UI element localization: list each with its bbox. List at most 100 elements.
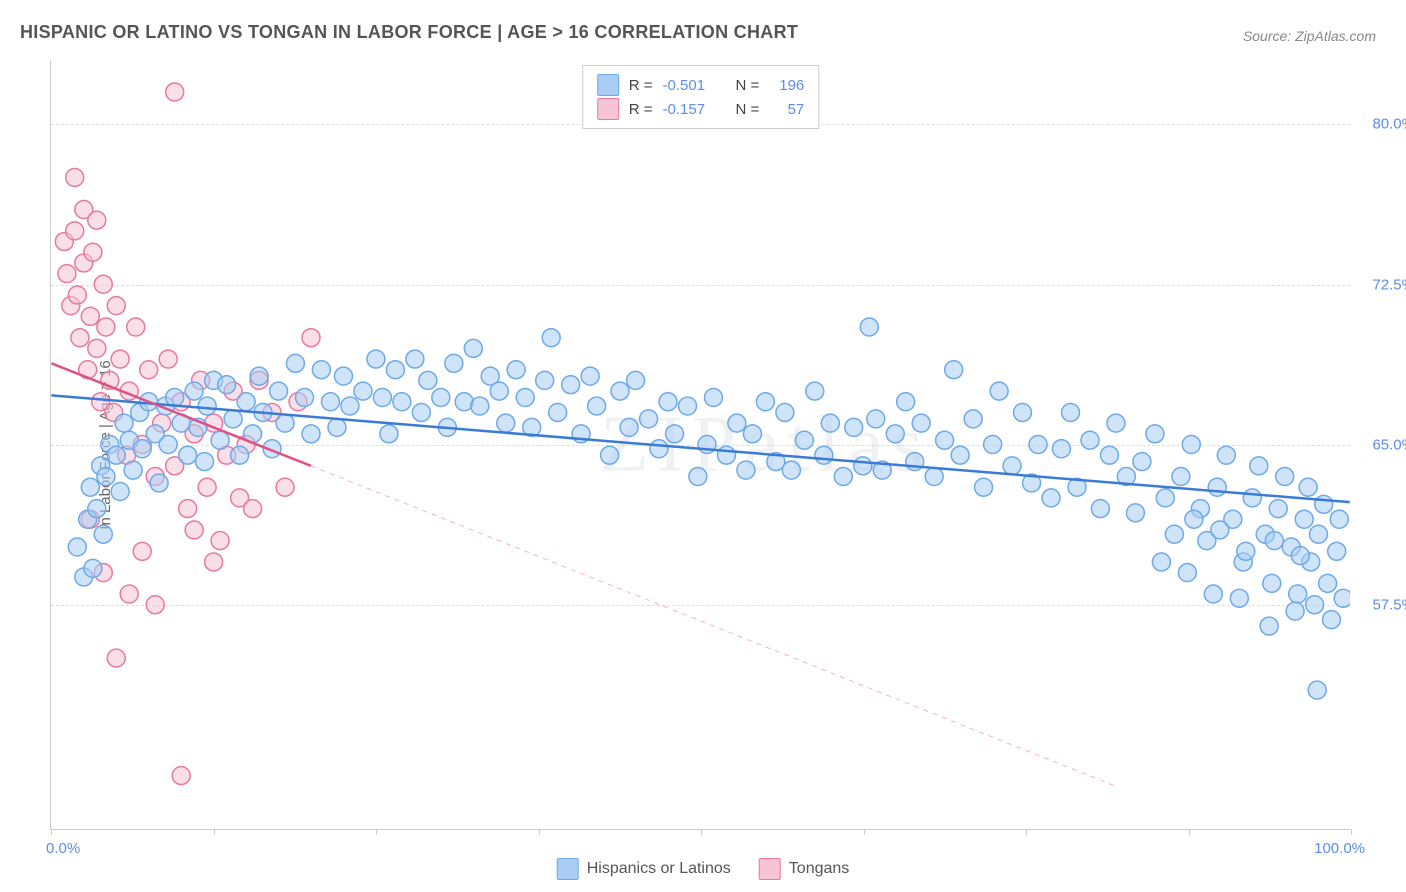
r-label: R = [629, 101, 653, 118]
scatter-point [276, 478, 294, 496]
y-tick-label: 65.0% [1355, 437, 1406, 454]
scatter-point [776, 403, 794, 421]
scatter-point [393, 393, 411, 411]
scatter-point [94, 525, 112, 543]
scatter-point [516, 389, 534, 407]
scatter-point [659, 393, 677, 411]
x-tick [539, 829, 540, 835]
scatter-point [627, 371, 645, 389]
scatter-point [1091, 500, 1109, 518]
scatter-point [854, 457, 872, 475]
scatter-point [1146, 425, 1164, 443]
legend-item-hispanic: Hispanics or Latinos [557, 858, 731, 880]
scatter-point [296, 389, 314, 407]
scatter-point [224, 410, 242, 428]
scatter-point [302, 425, 320, 443]
scatter-point [150, 474, 168, 492]
r-label: R = [629, 77, 653, 94]
scatter-point [1306, 596, 1324, 614]
n-value-tongan: 57 [769, 101, 804, 118]
scatter-point [111, 350, 129, 368]
scatter-point [945, 361, 963, 379]
scatter-point [354, 382, 372, 400]
x-tick [864, 829, 865, 835]
x-tick [376, 829, 377, 835]
scatter-point [743, 425, 761, 443]
scatter-point [1178, 564, 1196, 582]
scatter-point [951, 446, 969, 464]
scatter-point [549, 403, 567, 421]
scatter-point [432, 389, 450, 407]
scatter-point [1237, 542, 1255, 560]
scatter-point [1230, 589, 1248, 607]
scatter-point [107, 649, 125, 667]
scatter-point [1334, 589, 1350, 607]
legend-label-hispanic: Hispanics or Latinos [587, 860, 731, 878]
scatter-point [68, 538, 86, 556]
scatter-point [1211, 521, 1229, 539]
scatter-point [68, 286, 86, 304]
scatter-point [140, 361, 158, 379]
scatter-point [419, 371, 437, 389]
scatter-point [185, 521, 203, 539]
scatter-point [124, 461, 142, 479]
scatter-point [198, 478, 216, 496]
y-tick-label: 57.5% [1355, 597, 1406, 614]
swatch-hispanic [597, 74, 619, 96]
correlation-legend: R = -0.501 N = 196 R = -0.157 N = 57 [582, 65, 820, 129]
scatter-point [231, 446, 249, 464]
scatter-point [1182, 436, 1200, 454]
scatter-point [380, 425, 398, 443]
scatter-point [94, 275, 112, 293]
x-tick [1189, 829, 1190, 835]
scatter-point [984, 436, 1002, 454]
scatter-point [179, 446, 197, 464]
scatter-point [84, 559, 102, 577]
scatter-point [328, 418, 346, 436]
scatter-point [179, 500, 197, 518]
y-tick-label: 80.0% [1355, 116, 1406, 133]
scatter-point [620, 418, 638, 436]
scatter-point [990, 382, 1008, 400]
scatter-point [1152, 553, 1170, 571]
scatter-point [886, 425, 904, 443]
scatter-point [250, 367, 268, 385]
swatch-tongan-b [759, 858, 781, 880]
scatter-point [412, 403, 430, 421]
scatter-point [1204, 585, 1222, 603]
scatter-point [321, 393, 339, 411]
scatter-point [925, 468, 943, 486]
scatter-point [611, 382, 629, 400]
scatter-point [562, 376, 580, 394]
scatter-point [1319, 574, 1337, 592]
scatter-point [133, 440, 151, 458]
scatter-point [1295, 510, 1313, 528]
scatter-point [270, 382, 288, 400]
scatter-point [1330, 510, 1348, 528]
scatter-point [88, 500, 106, 518]
scatter-point [205, 553, 223, 571]
scatter-point [897, 393, 915, 411]
scatter-point [341, 397, 359, 415]
scatter-point [1185, 510, 1203, 528]
x-tick [1026, 829, 1027, 835]
scatter-point [815, 446, 833, 464]
scatter-point [127, 318, 145, 336]
scatter-point [1299, 478, 1317, 496]
scatter-point [1243, 489, 1261, 507]
scatter-point [650, 440, 668, 458]
series-legend: Hispanics or Latinos Tongans [557, 858, 850, 880]
scatter-point [1328, 542, 1346, 560]
scatter-svg [51, 60, 1350, 829]
scatter-point [704, 389, 722, 407]
scatter-point [1042, 489, 1060, 507]
scatter-point [490, 382, 508, 400]
plot-area: In Labor Force | Age > 16 ZIPatlas R = -… [50, 60, 1350, 830]
scatter-point [71, 329, 89, 347]
scatter-point [1126, 504, 1144, 522]
scatter-point [107, 446, 125, 464]
scatter-point [845, 418, 863, 436]
scatter-point [276, 414, 294, 432]
scatter-point [445, 354, 463, 372]
scatter-point [302, 329, 320, 347]
